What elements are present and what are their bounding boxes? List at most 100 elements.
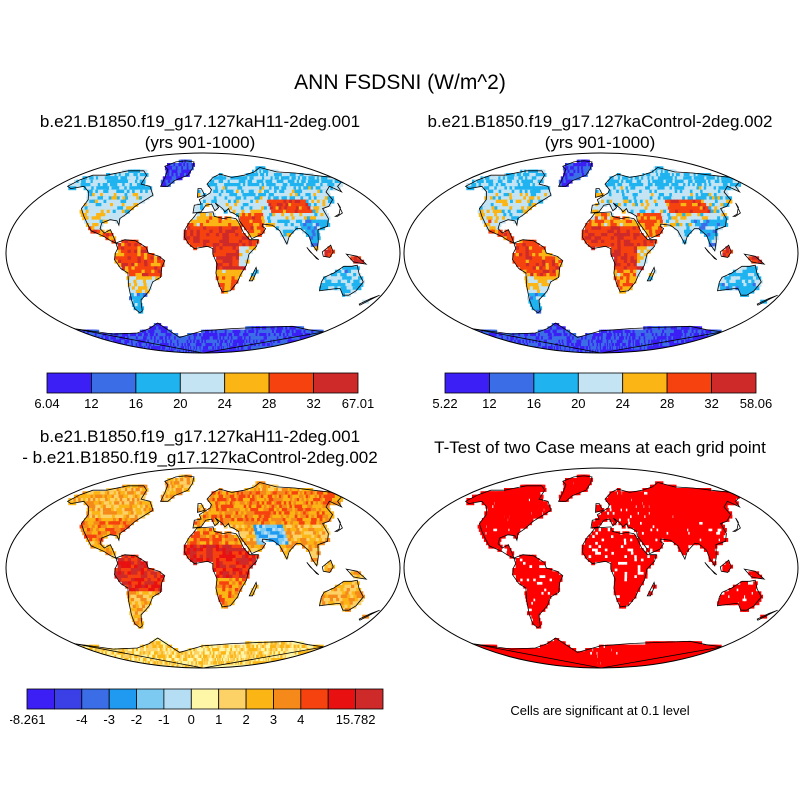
map-cell [614, 246, 618, 251]
map-cell [108, 213, 114, 217]
map-cell [545, 263, 550, 267]
map-cell [623, 203, 628, 207]
map-cell [735, 273, 740, 277]
map-cell [320, 283, 326, 287]
map-cell [694, 203, 701, 207]
map-top-left [5, 152, 401, 354]
map-cell [245, 243, 250, 247]
map-cell [207, 183, 211, 187]
map-cell [645, 199, 650, 204]
map-cell [214, 199, 218, 204]
map-cell [289, 219, 295, 224]
map-cell [314, 243, 319, 247]
map-cell [222, 203, 227, 207]
map-cell [610, 233, 615, 237]
map-cell [283, 199, 289, 204]
map-cell [353, 256, 358, 261]
map-cell [121, 259, 126, 264]
map-cell [315, 209, 321, 214]
map-cell [121, 263, 126, 267]
map-cell [227, 219, 232, 224]
map-cell [278, 196, 285, 201]
map-cell [215, 273, 220, 277]
map-cell [627, 246, 632, 251]
map-cell [652, 213, 657, 217]
map-cell [709, 229, 715, 234]
map-cell [255, 219, 260, 224]
map-cell [610, 216, 614, 221]
map-cell [703, 229, 708, 234]
map-cell [531, 196, 537, 201]
map-cell [143, 256, 148, 261]
map-cell [157, 263, 162, 267]
map-cell [199, 216, 204, 221]
map-cell [601, 239, 605, 244]
map-cell [530, 193, 536, 197]
map-cell [594, 239, 599, 244]
map-cell [238, 229, 243, 234]
map-cell [617, 263, 622, 267]
map-cell [313, 236, 318, 241]
map-cell [155, 276, 160, 281]
map-cell [658, 193, 664, 197]
map-cell [203, 243, 207, 247]
map-cell [493, 203, 500, 207]
map-cell [502, 203, 508, 207]
map-cell [651, 189, 657, 194]
map-cell [542, 259, 546, 264]
map-cell [612, 203, 617, 207]
map-cell [230, 219, 235, 224]
map-cell [196, 216, 201, 221]
map-cell [717, 286, 723, 291]
map-cell [535, 263, 540, 267]
map-cell [234, 206, 240, 211]
map-cell [613, 189, 618, 194]
map-cell [210, 329, 215, 334]
map-cell [140, 176, 147, 181]
map-cell [300, 209, 306, 214]
map-cell [312, 233, 317, 237]
map-cell [129, 289, 135, 294]
map-cell [217, 183, 221, 187]
map-cell [337, 279, 343, 284]
map-cell [618, 179, 623, 184]
map-cell [637, 253, 641, 257]
map-cell [239, 253, 243, 257]
map-cell [215, 229, 220, 234]
map-cell [641, 189, 647, 194]
map-cell [683, 226, 688, 231]
map-cell [595, 189, 599, 194]
map-cell [706, 213, 712, 217]
panel-title-line1: b.e21.B1850.f19_g17.127kaH11-2deg.001 [39, 427, 361, 446]
map-cell [633, 256, 638, 261]
map-cell [142, 293, 148, 297]
map-cell [193, 219, 198, 224]
map-cell [329, 283, 336, 287]
map-cell [634, 199, 639, 204]
map-cell [707, 209, 713, 214]
map-cell [627, 253, 632, 257]
map-cell [744, 273, 750, 277]
map-cell [167, 329, 173, 334]
map-cell [334, 269, 340, 274]
map-cell [636, 266, 641, 271]
map-cell [229, 239, 233, 244]
map-cell [230, 196, 235, 201]
map-cell [215, 189, 220, 194]
map-cell [343, 286, 350, 291]
map-cell [306, 216, 312, 221]
map-cell [613, 236, 618, 241]
map-cell [633, 196, 638, 201]
map-cell [500, 206, 506, 211]
map-cell [198, 339, 201, 344]
map-cell [629, 203, 634, 207]
map-cell [293, 213, 299, 217]
map-cell [637, 193, 643, 197]
map-cell [678, 199, 685, 204]
map-cell [620, 199, 625, 204]
map-cell [117, 249, 122, 254]
map-cell [757, 259, 763, 264]
map-cell [542, 263, 547, 267]
map-cell [225, 273, 230, 277]
map-cell [632, 186, 638, 191]
